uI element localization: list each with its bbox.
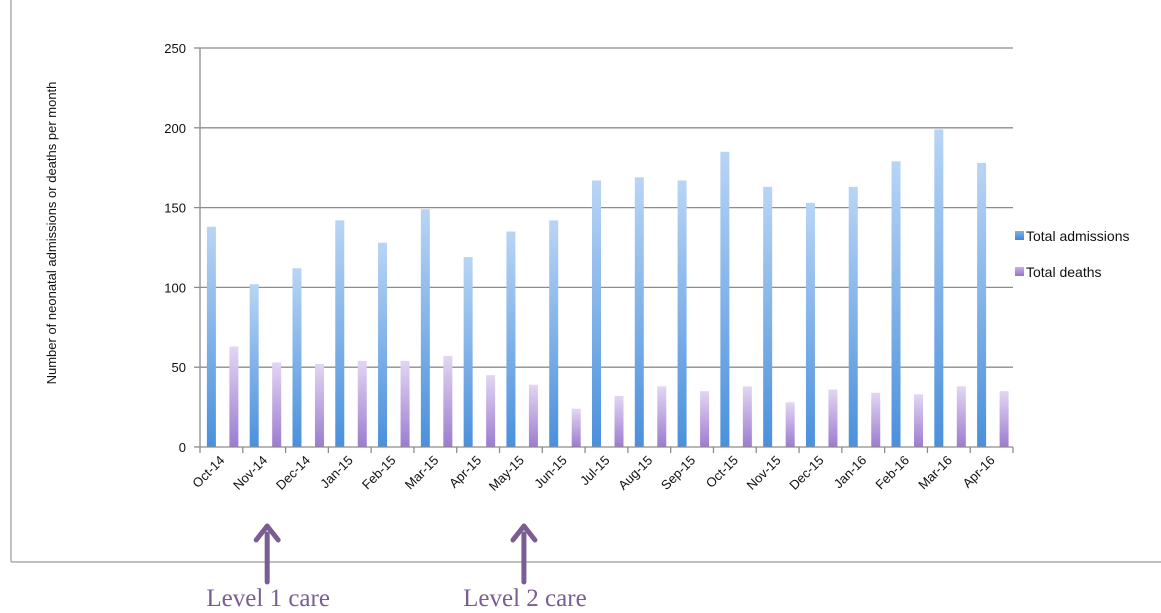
bar-total-admissions (463, 257, 473, 447)
bar-total-deaths (486, 375, 496, 447)
bar-total-admissions (249, 284, 259, 447)
legend-label: Total admissions (1026, 228, 1130, 244)
legend-swatch (1015, 267, 1024, 276)
x-tick-label: Jan-16 (831, 453, 870, 492)
bar-total-deaths (528, 384, 538, 447)
bar-total-admissions (848, 186, 858, 448)
bar-total-admissions (891, 161, 901, 448)
bar-total-deaths (571, 408, 581, 447)
bar-total-deaths (828, 389, 838, 447)
y-tick-label: 50 (172, 360, 186, 375)
annotations: Level 1 care Level 2 care (206, 523, 587, 612)
bar-total-admissions (677, 180, 687, 447)
bar-total-deaths (742, 386, 752, 447)
bar-total-admissions (292, 268, 302, 447)
x-tick-label: Nov-14 (230, 453, 270, 493)
y-tick-label: 0 (179, 440, 186, 455)
bar-total-deaths (614, 395, 624, 447)
x-tick-label: Nov-15 (744, 453, 784, 493)
bar-total-admissions (934, 129, 944, 447)
bar-total-deaths (700, 391, 710, 447)
y-axis-label: Number of neonatal admissions or deaths … (44, 82, 59, 385)
bar-total-deaths (443, 356, 453, 447)
x-tick-label: Feb-16 (872, 453, 912, 493)
bar-total-admissions (763, 186, 773, 448)
bar-total-deaths (400, 360, 410, 447)
bar-total-deaths (357, 360, 367, 447)
bar-total-deaths (657, 386, 667, 447)
x-tick-label: Jul-15 (577, 453, 613, 489)
legend: Total admissions Total deaths (1015, 228, 1130, 280)
legend-label: Total deaths (1026, 264, 1102, 280)
y-tick-label: 250 (164, 41, 186, 56)
x-tick-label: Sep-15 (658, 453, 698, 493)
bar-total-deaths (229, 346, 239, 447)
x-tick-label: Mar-15 (402, 453, 442, 493)
bar-total-deaths (999, 391, 1009, 447)
x-tick-label: Mar-16 (915, 453, 955, 493)
arrow-head (253, 523, 281, 543)
legend-swatch (1015, 231, 1024, 240)
bar-total-admissions (206, 226, 216, 447)
bar-total-admissions (335, 220, 345, 447)
bar-total-admissions (977, 162, 987, 448)
y-tick-labels: 0 50 100 150 200 250 (164, 41, 186, 455)
y-tick-label: 150 (164, 201, 186, 216)
arrow-head (510, 523, 538, 543)
x-tick-label: May-15 (486, 453, 527, 494)
x-tick-label: Oct-14 (189, 453, 227, 491)
bar-total-deaths (956, 386, 966, 447)
x-tick-label: Dec-14 (273, 453, 313, 493)
y-tick-label: 100 (164, 280, 186, 295)
x-tick-labels: Oct-14 Nov-14 Dec-14 Jan-15 Feb-15 Mar-15 Apr-… (189, 453, 997, 494)
x-tick-label: Jan-15 (317, 453, 356, 492)
bar-total-admissions (549, 220, 559, 447)
bar-total-admissions (506, 231, 516, 447)
bar-total-deaths (272, 362, 282, 447)
bar-total-deaths (785, 402, 795, 447)
bar-total-admissions (592, 180, 601, 447)
x-tick-label: Oct-15 (703, 453, 741, 491)
care-level-label: Level 2 care (463, 585, 587, 612)
bar-total-admissions (805, 202, 815, 447)
x-tick-label: Jun-15 (531, 453, 570, 492)
bar-total-deaths (914, 394, 924, 447)
x-tick-label: Apr-15 (446, 453, 484, 491)
bar-total-admissions (720, 151, 730, 448)
x-tick-label: Dec-15 (786, 453, 826, 493)
bar-total-deaths (871, 392, 881, 447)
y-tick-label: 200 (164, 121, 186, 136)
bar-total-admissions (378, 242, 388, 447)
bar-total-admissions (634, 177, 644, 447)
x-tick-label: Feb-15 (359, 453, 399, 493)
bars (206, 129, 1009, 448)
x-tick-label: Aug-15 (615, 453, 655, 493)
axes (199, 48, 1014, 453)
x-tick-label: Apr-16 (960, 453, 998, 491)
bar-total-admissions (420, 209, 430, 447)
bar-total-deaths (314, 364, 324, 447)
care-level-label: Level 1 care (206, 585, 330, 612)
